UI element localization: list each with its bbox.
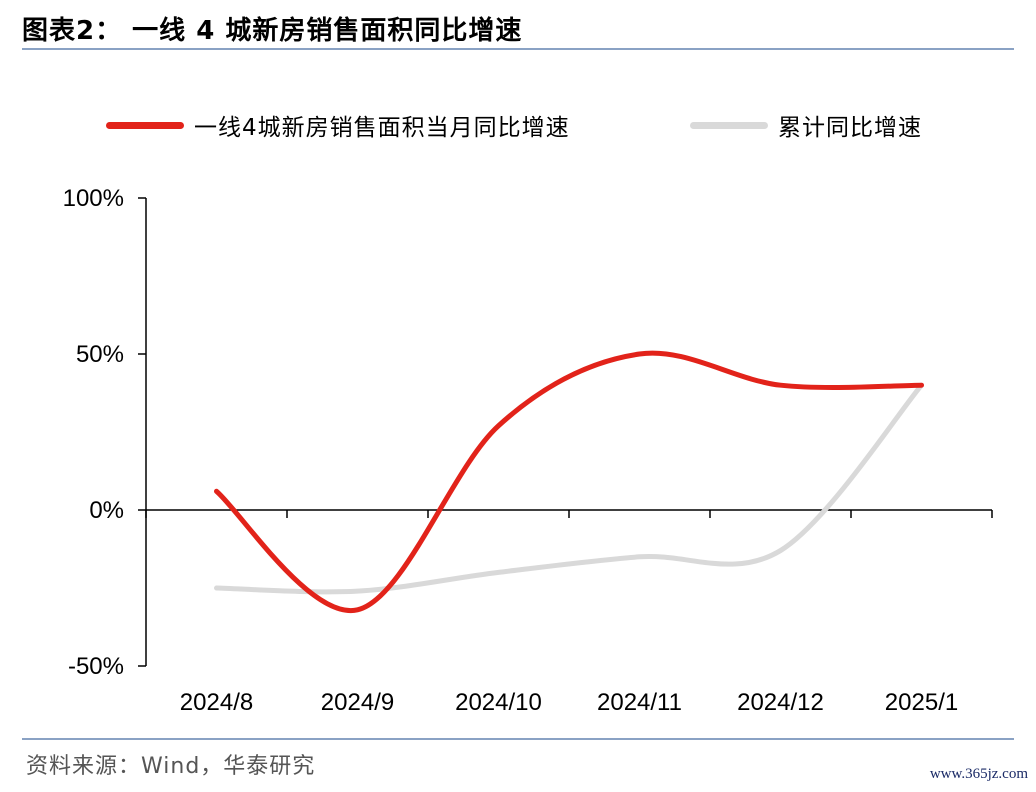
x-tick-label: 2024/9 [321, 689, 394, 716]
y-tick-label: 50% [76, 341, 124, 368]
legend-item-monthly: 一线4城新房销售面积当月同比增速 [106, 108, 570, 142]
header-rule [22, 48, 1014, 50]
x-tick-label: 2025/1 [885, 689, 958, 716]
legend-swatch-monthly [106, 121, 184, 129]
x-tick-label: 2024/11 [597, 689, 682, 716]
source-note: 资料来源：Wind，华泰研究 [26, 754, 316, 779]
y-tick-label: -50% [68, 653, 124, 680]
legend-swatch-cumulative [690, 121, 768, 129]
legend-label-monthly: 一线4城新房销售面积当月同比增速 [194, 115, 570, 141]
series-line-cumulative [214, 382, 924, 595]
x-tick-label: 2024/12 [737, 689, 824, 716]
legend-item-cumulative: 累计同比增速 [690, 108, 922, 142]
footer-rule [22, 738, 1014, 740]
watermark: www.365jz.com [929, 766, 1028, 782]
y-tick-label: 0% [89, 497, 124, 524]
legend-label-cumulative: 累计同比增速 [778, 115, 922, 141]
x-tick-label: 2024/8 [180, 689, 253, 716]
chart-title: 图表2： 一线 4 城新房销售面积同比增速 [22, 16, 523, 46]
series-line-monthly [214, 350, 924, 613]
x-tick-label: 2024/10 [455, 689, 542, 716]
y-tick-label: 100% [63, 185, 124, 212]
